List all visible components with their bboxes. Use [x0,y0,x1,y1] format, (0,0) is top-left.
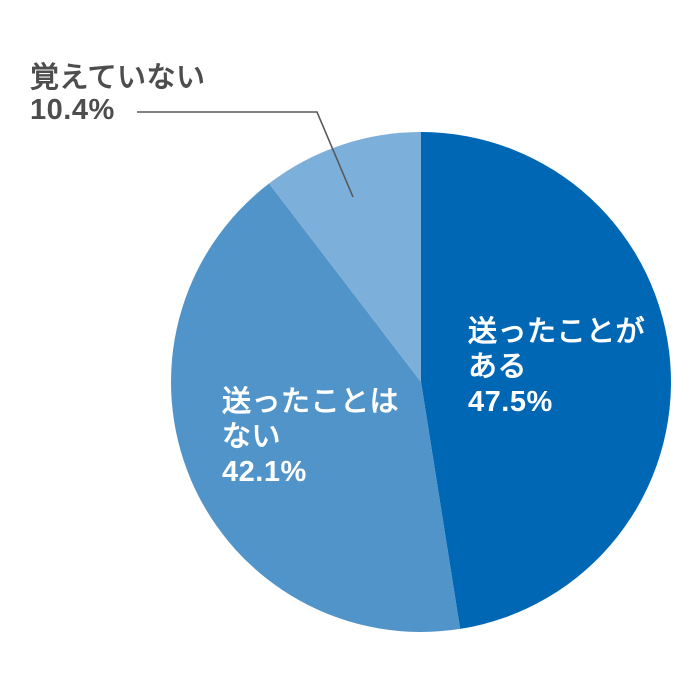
label-have-sent: 送ったことが ある 47.5% [468,315,645,420]
label-have-sent-text-line1: 送ったことが [468,316,646,348]
label-dont-remember-pct: 10.4% [30,94,115,126]
pie-slice-1 [171,183,461,632]
label-not-sent: 送ったことは ない 42.1% [222,385,399,490]
pie-slice-0 [421,132,671,629]
label-have-sent-text-line2: ある [468,351,528,383]
pie-slice-2 [269,132,421,382]
label-not-sent-text-line1: 送ったことは [222,386,400,418]
leader-line [137,111,354,198]
label-not-sent-pct: 42.1% [222,456,307,488]
label-not-sent-text-line2: ない [222,421,282,453]
pie-slices [171,132,671,632]
label-have-sent-pct: 47.5% [468,386,553,418]
label-dont-remember: 覚えていない 10.4% [30,62,206,126]
label-dont-remember-text: 覚えていない [30,62,206,94]
